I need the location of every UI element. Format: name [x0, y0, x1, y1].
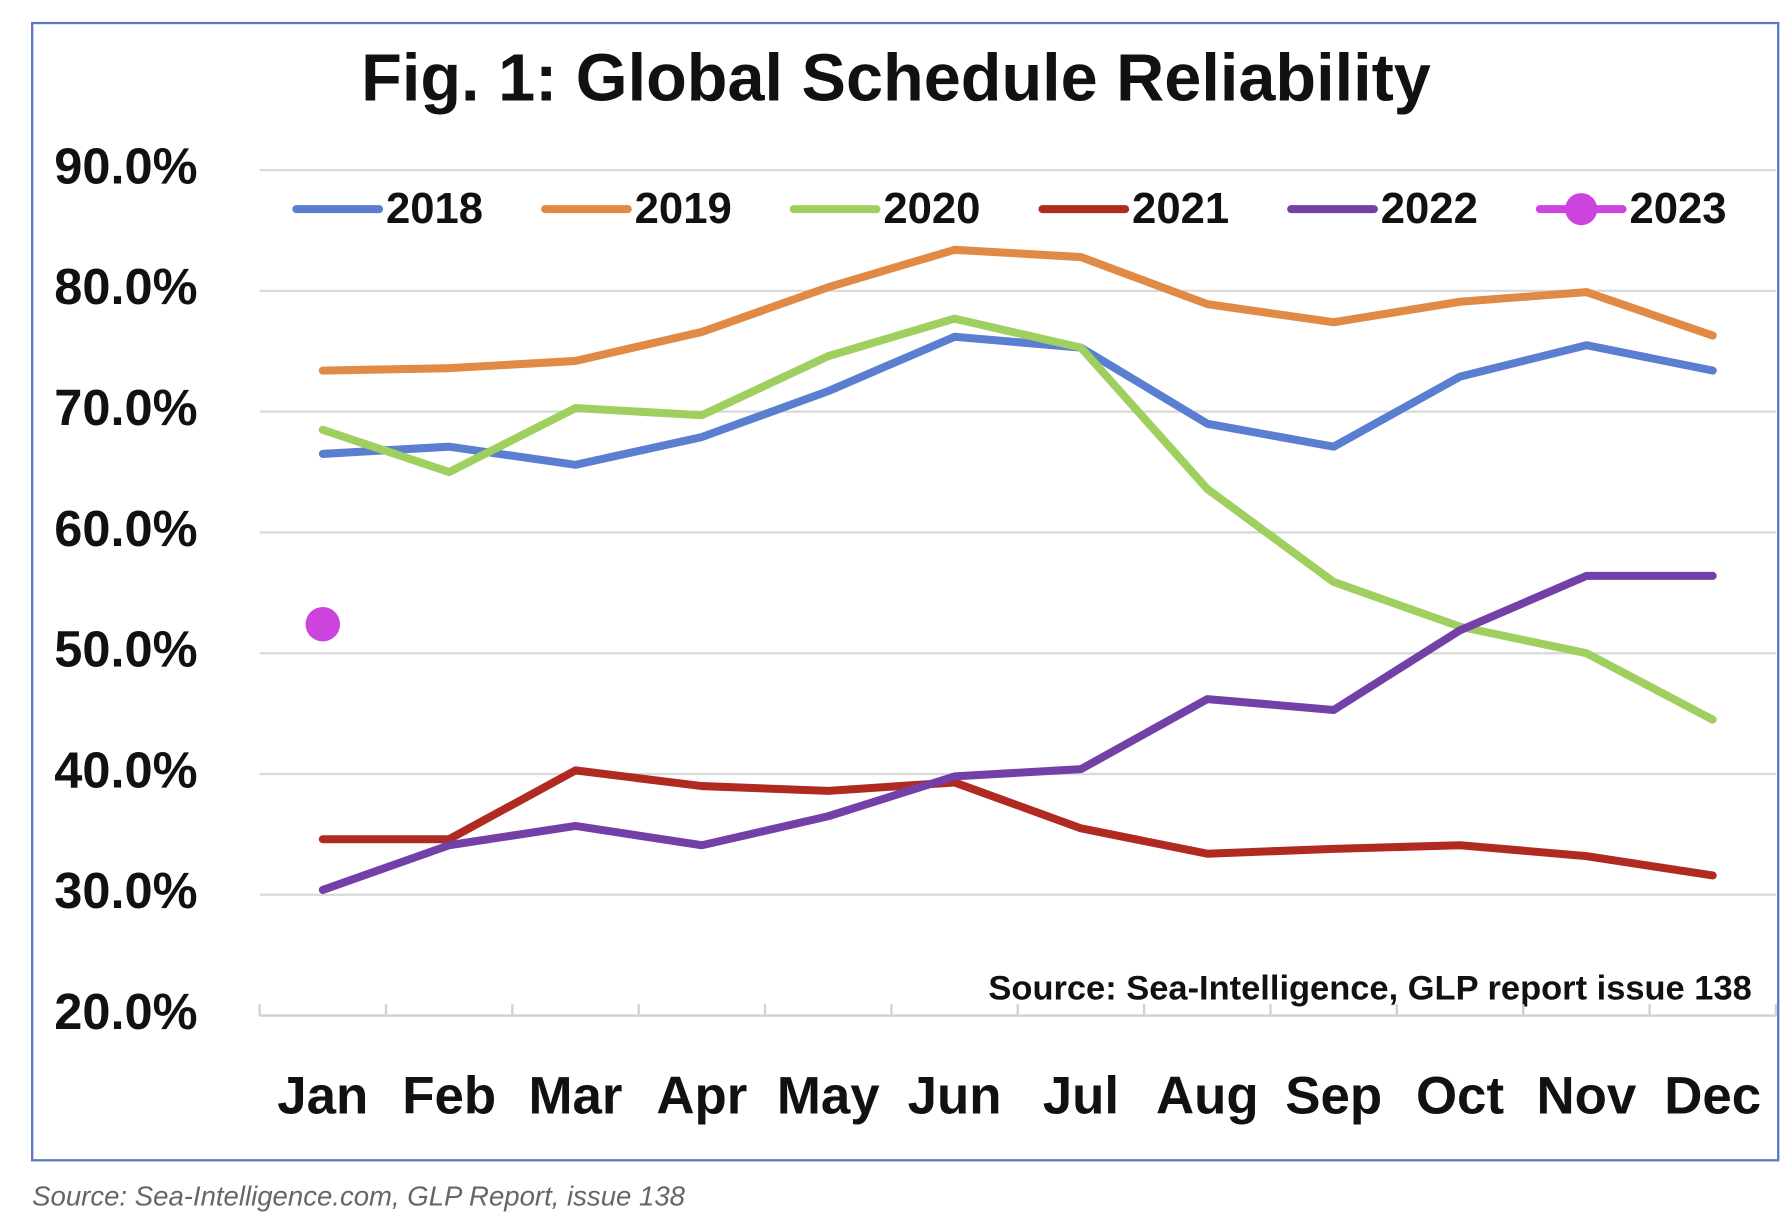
series-line [318, 571, 1717, 894]
x-tick-label: May [777, 1066, 880, 1125]
x-tick-label: Jul [1043, 1066, 1119, 1125]
y-tick-label: 90.0% [54, 137, 197, 194]
y-tick-label: 40.0% [54, 741, 197, 798]
legend-label: 2022 [1381, 184, 1478, 233]
chart-title: Fig. 1: Global Schedule Reliability [361, 41, 1431, 115]
x-tick-label: Mar [529, 1066, 623, 1125]
series-line [318, 314, 1717, 724]
x-tick-label: Jun [908, 1066, 1002, 1125]
source-annotation: Source: Sea-Intelligence, GLP report iss… [988, 969, 1751, 1007]
point [305, 606, 341, 642]
legend-label: 2018 [386, 184, 483, 233]
x-tick-label: Sep [1285, 1066, 1382, 1125]
y-tick-label: 50.0% [54, 621, 197, 678]
x-tick-label: Aug [1156, 1066, 1259, 1125]
legend-label: 2019 [635, 184, 732, 233]
caption: Source: Sea-Intelligence.com, GLP Report… [32, 1180, 685, 1211]
y-tick-label: 60.0% [54, 500, 197, 557]
x-tick-label: Apr [656, 1066, 747, 1125]
x-tick-label: Dec [1664, 1066, 1761, 1125]
x-tick-label: Nov [1536, 1066, 1636, 1125]
y-tick-label: 80.0% [54, 258, 197, 315]
y-tick-label: 30.0% [54, 862, 197, 919]
series-line [318, 766, 1717, 880]
series-line [318, 245, 1717, 375]
legend-label: 2021 [1132, 184, 1229, 233]
x-tick-label: Feb [402, 1066, 496, 1125]
series-line [318, 332, 1717, 469]
legend-label: 2023 [1629, 184, 1726, 233]
y-tick-label: 70.0% [54, 379, 197, 436]
x-tick-label: Oct [1416, 1066, 1504, 1125]
legend-label: 2020 [883, 184, 980, 233]
legend-marker [1565, 193, 1598, 226]
x-tick-label: Jan [277, 1066, 368, 1125]
y-tick-label: 20.0% [54, 983, 197, 1040]
